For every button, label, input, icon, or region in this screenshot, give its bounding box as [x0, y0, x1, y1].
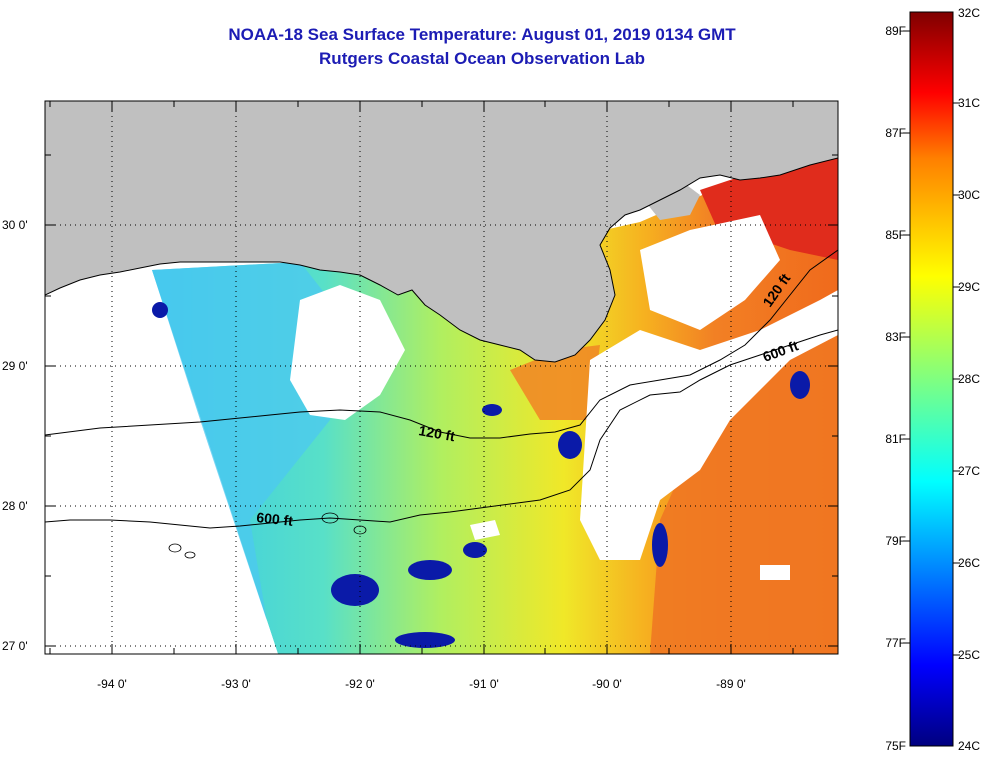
- colorbar: 89F 87F 85F 83F 81F 79F 77F 75F 32C 31C …: [885, 6, 980, 753]
- map-frame: [44, 100, 839, 655]
- lon-label: -91 0': [469, 677, 499, 691]
- colorbar-c-label: 31C: [958, 96, 980, 110]
- isobath-120ft: [45, 249, 838, 439]
- land: [45, 101, 838, 362]
- islands: [560, 175, 700, 220]
- coastline: [45, 157, 838, 363]
- colorbar-c-label: 28C: [958, 372, 980, 386]
- colorbar-c-label: 27C: [958, 464, 980, 478]
- colorbar-celsius-labels: 32C 31C 30C 29C 28C 27C 26C 25C 24C: [958, 6, 980, 753]
- colorbar-f-label: 83F: [885, 330, 906, 344]
- colorbar-c-label: 29C: [958, 280, 980, 294]
- cloud-mask: [45, 215, 838, 654]
- colorbar-f-label: 89F: [885, 24, 906, 38]
- lat-label: 30 0': [2, 218, 28, 232]
- chart-title: NOAA-18 Sea Surface Temperature: August …: [228, 25, 736, 44]
- colorbar-c-label: 32C: [958, 6, 980, 20]
- colorbar-fahrenheit-labels: 89F 87F 85F 83F 81F 79F 77F 75F: [885, 24, 906, 753]
- axis-ticks: [45, 101, 838, 654]
- colorbar-c-label: 24C: [958, 739, 980, 753]
- colorbar-f-label: 85F: [885, 228, 906, 242]
- colorbar-f-label: 79F: [885, 534, 906, 548]
- lon-label: -94 0': [97, 677, 127, 691]
- lon-label: -90 0': [592, 677, 622, 691]
- cool-band: [152, 262, 330, 654]
- graticule: [45, 101, 838, 654]
- lat-label: 27 0': [2, 639, 28, 653]
- colorbar-f-label: 75F: [885, 739, 906, 753]
- chart-subtitle: Rutgers Coastal Ocean Observation Lab: [319, 49, 645, 68]
- warm-region-east: [650, 330, 838, 654]
- colorbar-ticks: [903, 30, 960, 656]
- colorbar-c-label: 25C: [958, 648, 980, 662]
- lon-label: -93 0': [221, 677, 251, 691]
- longitude-labels: -94 0' -93 0' -92 0' -91 0' -90 0' -89 0…: [97, 677, 746, 691]
- lon-label: -92 0': [345, 677, 375, 691]
- isobath-label: 600 ft: [256, 509, 294, 529]
- lat-label: 28 0': [2, 499, 28, 513]
- lon-label: -89 0': [716, 677, 746, 691]
- colorbar-c-label: 26C: [958, 556, 980, 570]
- isobath-label: 120 ft: [417, 422, 456, 444]
- colorbar-c-label: 30C: [958, 188, 980, 202]
- sst-map: 120 ft 600 ft 120 ft 600 ft: [45, 101, 838, 654]
- latitude-labels: 30 0' 29 0' 28 0' 27 0': [2, 218, 28, 653]
- colorbar-f-label: 77F: [885, 636, 906, 650]
- colorbar-f-label: 81F: [885, 432, 906, 446]
- warm-region-delta: [510, 345, 600, 420]
- lat-label: 29 0': [2, 359, 28, 373]
- isobath-600ft: [45, 329, 838, 529]
- colorbar-f-label: 87F: [885, 126, 906, 140]
- colorbar-gradient: [909, 11, 954, 747]
